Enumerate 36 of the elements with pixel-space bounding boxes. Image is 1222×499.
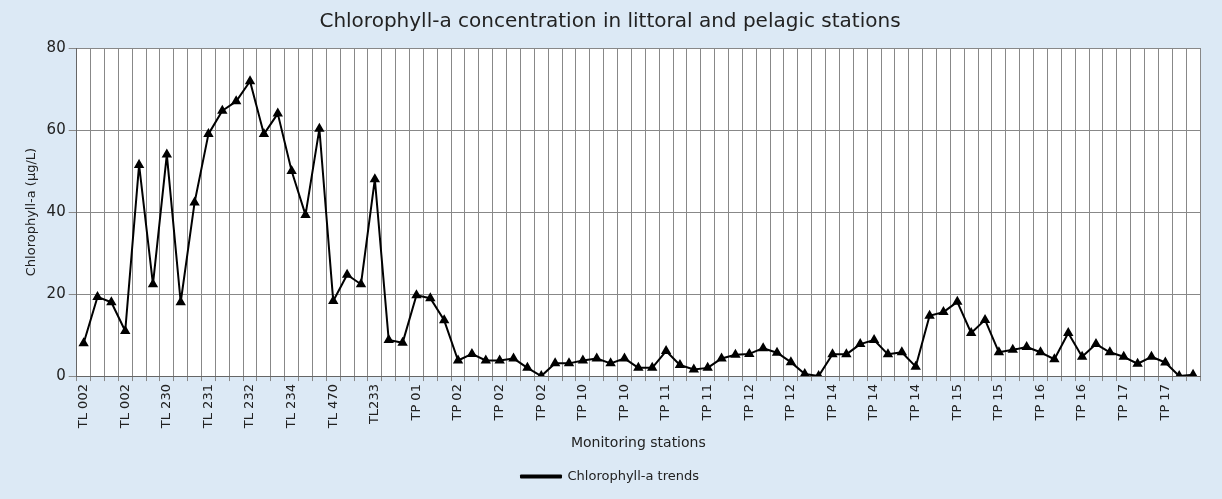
x-tick-label: TP 10: [615, 384, 631, 422]
x-tick-label: TP 17: [1156, 384, 1172, 422]
x-tick-label: TP 12: [782, 384, 798, 422]
x-tick-label: TP 15: [990, 384, 1006, 422]
x-tick-label: TP 17: [1115, 384, 1131, 422]
chart-title: Chlorophyll-a concentration in littoral and pelagic stations: [319, 8, 901, 33]
x-tick-label: TP 10: [574, 384, 590, 422]
y-axis-title: Chlorophyll-a (μg/L): [23, 147, 39, 277]
legend-label: Chlorophyll-a trends: [567, 467, 700, 483]
x-tick-label: TP 02: [491, 384, 507, 422]
x-tick-label: TP 02: [449, 384, 465, 422]
y-tick-label: 60: [46, 119, 66, 138]
y-tick-label: 0: [56, 365, 66, 384]
x-tick-label: TL 470: [324, 384, 340, 430]
y-tick-label: 20: [46, 283, 66, 302]
x-axis-title: Monitoring stations: [570, 434, 706, 451]
x-tick-label: TP 14: [823, 384, 839, 422]
x-tick-label: TP 02: [532, 384, 548, 422]
x-tick-label: TL 230: [158, 384, 174, 430]
x-tick-label: TP 11: [657, 384, 673, 422]
x-tick-label: TL 002: [75, 384, 90, 430]
x-tick-label: TL 002: [116, 384, 132, 430]
x-tick-label: TL 231: [199, 384, 215, 430]
x-tick-label: TP 16: [1031, 384, 1047, 422]
x-tick-label: TL233: [366, 384, 382, 426]
x-tick-label: TP 16: [1073, 384, 1089, 422]
x-tick-label: TP 14: [907, 384, 923, 422]
x-tick-label: TL 232: [241, 384, 257, 430]
x-tick-label: TP 15: [948, 384, 964, 422]
x-tick-label: TP 12: [740, 384, 756, 422]
x-tick-label: TP 01: [407, 384, 423, 422]
x-tick-label: TP 11: [699, 384, 715, 422]
x-tick-label: TP 14: [865, 384, 881, 422]
y-tick-label: 80: [46, 37, 66, 56]
x-tick-label: TL 234: [283, 384, 299, 430]
y-tick-label: 40: [46, 201, 66, 220]
